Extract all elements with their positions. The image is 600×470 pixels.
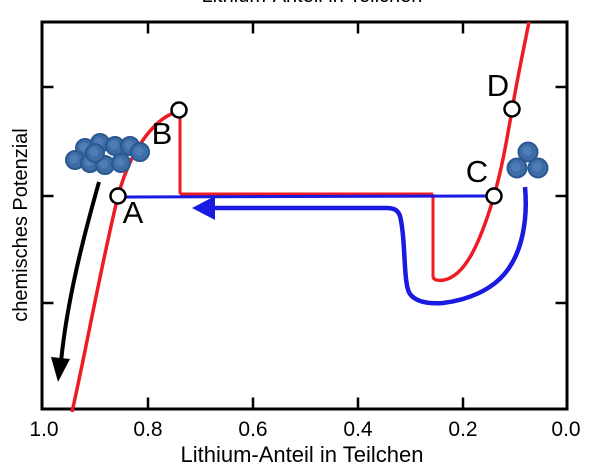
left-particle-cluster-ball-highlight: [99, 159, 109, 169]
point-label-C: C: [466, 154, 488, 189]
x-axis-label: Lithium-Anteil in Teilchen: [180, 442, 424, 467]
x-tick-label-0.6: 0.6: [238, 418, 267, 441]
right-particle-cluster-ball-highlight: [532, 162, 542, 172]
right-particle-cluster-ball-highlight: [522, 146, 532, 156]
red-right-branch: [431, 21, 531, 283]
left-particle-cluster-ball-highlight: [89, 147, 99, 157]
x-tick-label-0.0: 0.0: [551, 418, 580, 441]
right-particle-cluster-ball-highlight: [511, 162, 521, 172]
blue-plateau-A-C: [125, 194, 487, 199]
blue-left-arrowhead: [192, 196, 215, 220]
left-particle-cluster-ball-highlight: [134, 146, 144, 156]
x-tick-label-1.0: 1.0: [29, 418, 58, 441]
x-tick-label-0.8: 0.8: [133, 418, 162, 441]
point-label-D: D: [487, 68, 509, 103]
red-left-branch: [70, 109, 181, 413]
figure-title-clipped: Lithium-Anteil in Teilchen: [182, 0, 442, 6]
point-marker-D: [503, 100, 521, 118]
left-particle-cluster-ball-highlight: [69, 154, 79, 164]
black-down-arrow-curve: [59, 181, 101, 363]
blue-discharge-path: [213, 186, 528, 306]
left-particle-cluster-ball-highlight: [109, 140, 119, 150]
left-particle-cluster-ball-highlight: [115, 157, 125, 167]
point-marker-A: [109, 187, 127, 205]
point-marker-C: [485, 187, 503, 205]
x-tick-label-0.4: 0.4: [343, 418, 373, 441]
black-down-arrowhead: [51, 357, 70, 382]
x-tick-label-0.2: 0.2: [448, 418, 477, 441]
point-label-A: A: [123, 195, 144, 230]
point-marker-B: [170, 101, 188, 119]
plot-frame: [40, 20, 569, 411]
point-label-B: B: [152, 116, 173, 151]
